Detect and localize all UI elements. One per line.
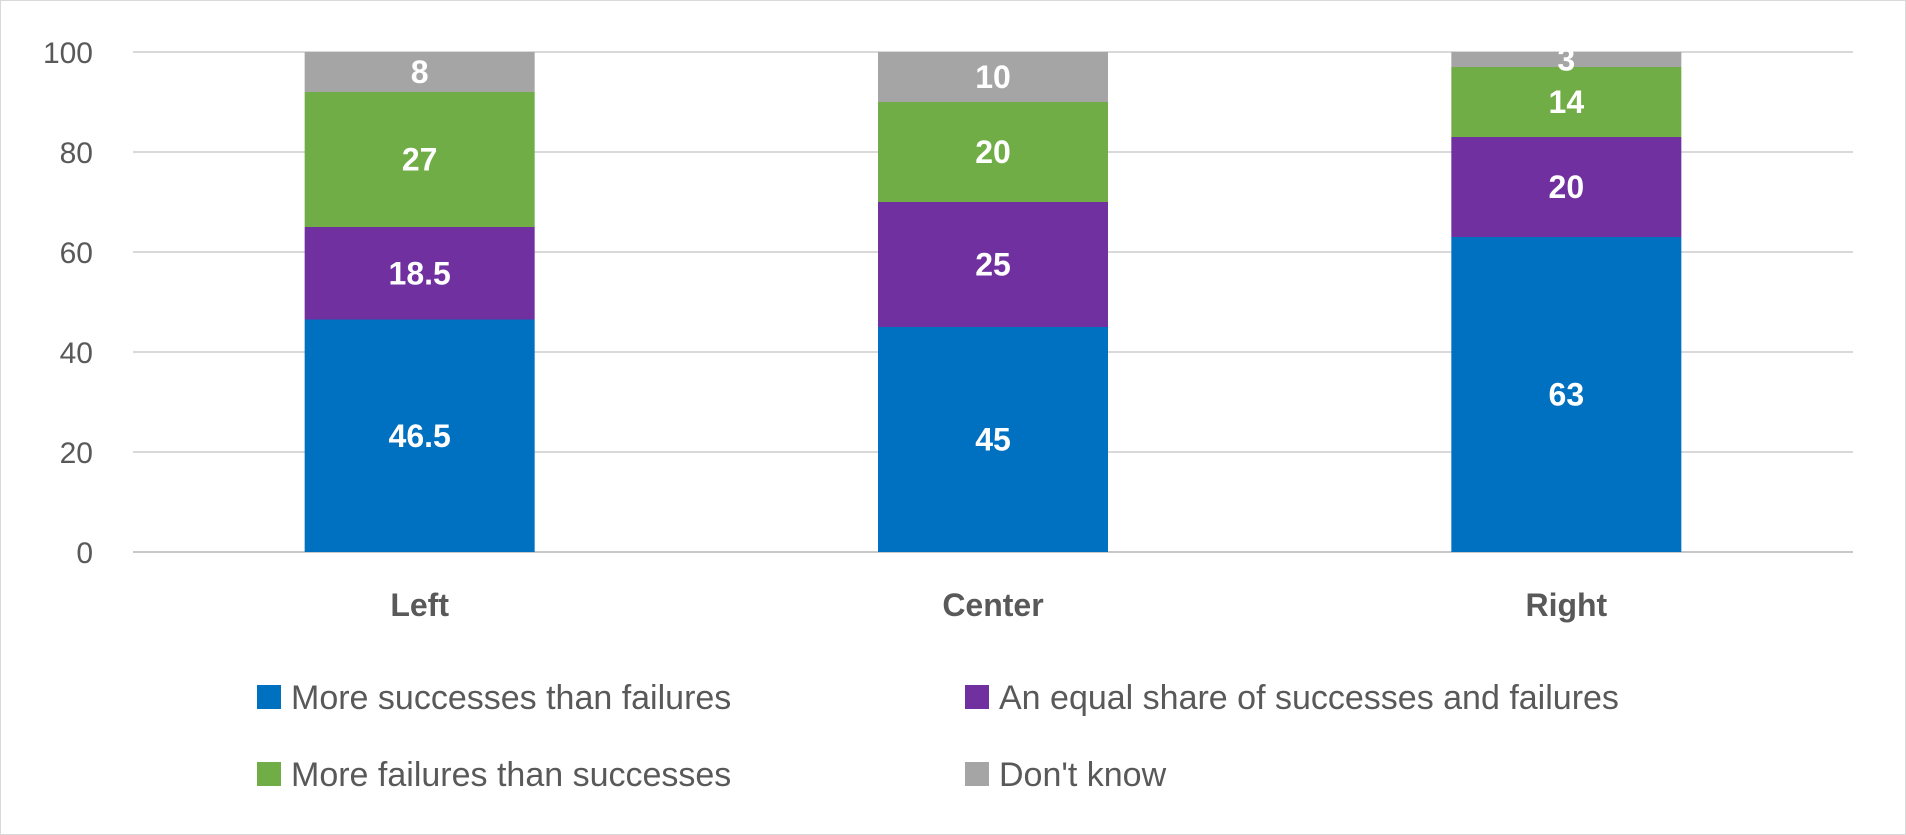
legend-label: More successes than failures [291, 679, 731, 717]
bar-segment [1451, 237, 1682, 552]
bar-segment [878, 327, 1108, 552]
bar-segment [878, 102, 1108, 202]
data-label: 45 [975, 422, 1011, 458]
data-label: 63 [1549, 377, 1585, 413]
bar-segment [304, 92, 535, 227]
bar-segment [1451, 67, 1682, 137]
legend-swatch [257, 762, 281, 786]
legend-label: Don't know [999, 756, 1167, 794]
x-category-label: Left [390, 587, 449, 623]
legend: More successes than failures An equal sha… [257, 679, 1619, 794]
data-label: 20 [1549, 169, 1585, 205]
legend-swatch [965, 762, 989, 786]
y-axis-ticks: 0 20 40 60 80 100 [43, 37, 93, 570]
data-label: 25 [975, 247, 1011, 283]
data-label: 18.5 [389, 255, 451, 291]
y-tick-label: 40 [60, 337, 93, 370]
data-labels: 46.5 18.5 27 8 45 25 20 10 63 20 14 3 [389, 42, 1585, 458]
data-label: 20 [975, 134, 1011, 170]
bar-segment [304, 227, 535, 320]
x-category-label: Right [1525, 587, 1607, 623]
bar-segment [304, 319, 535, 552]
y-tick-label: 100 [43, 37, 93, 70]
data-label: 46.5 [389, 418, 451, 454]
y-tick-label: 60 [60, 237, 93, 270]
data-label: 3 [1557, 42, 1575, 78]
data-label: 14 [1549, 84, 1585, 120]
bar-segment [878, 202, 1108, 327]
data-label: 10 [975, 59, 1011, 95]
legend-label: An equal share of successes and failures [999, 679, 1619, 717]
legend-label: More failures than successes [291, 756, 731, 794]
bars [304, 52, 1682, 552]
data-label: 27 [402, 142, 438, 178]
legend-swatch [257, 685, 281, 709]
x-category-label: Center [942, 587, 1043, 623]
y-tick-label: 80 [60, 137, 93, 170]
y-tick-label: 20 [60, 437, 93, 470]
data-label: 8 [411, 54, 429, 90]
x-axis-categories: Left Center Right [390, 587, 1607, 623]
y-tick-label: 0 [76, 537, 93, 570]
legend-swatch [965, 685, 989, 709]
bar-segment [1451, 137, 1682, 237]
bar-segment [1451, 52, 1682, 67]
bar-segment [878, 52, 1108, 102]
bar-segment [304, 52, 535, 92]
